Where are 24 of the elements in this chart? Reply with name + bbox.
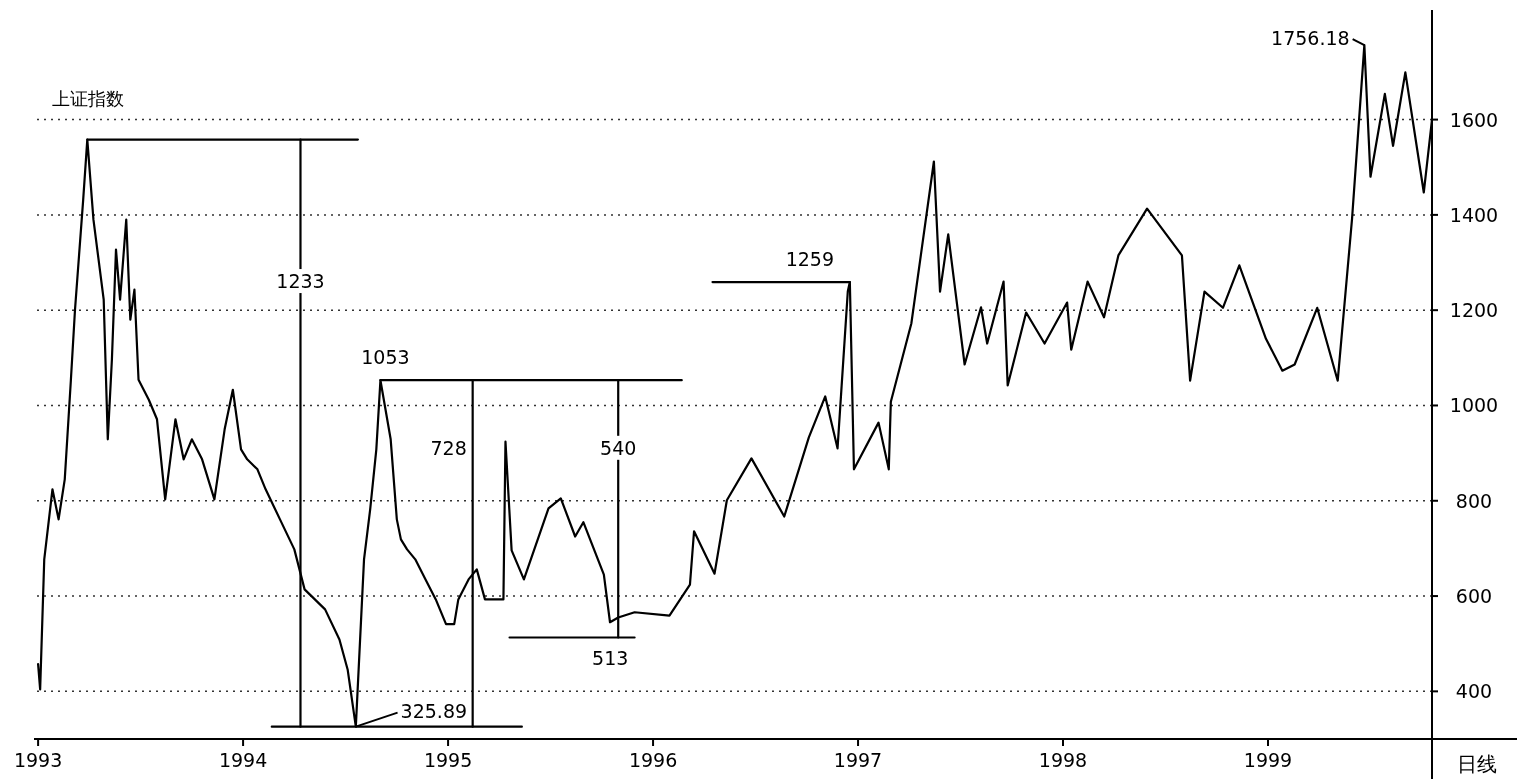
y-tick-label: 400: [1455, 680, 1493, 703]
y-tick-label: 1600: [1449, 108, 1499, 131]
text: 上证指数: [52, 88, 124, 109]
x-tick-label: 1994: [218, 749, 268, 771]
x-tick-label: 1999: [1243, 749, 1293, 771]
annotation: 1053: [361, 345, 410, 368]
y-tick-label: 1200: [1449, 299, 1499, 322]
annotation: 513: [592, 647, 629, 670]
x-tick-label: 1997: [833, 749, 883, 771]
x-tick-label: 1996: [628, 749, 678, 771]
text: 日线: [1457, 752, 1497, 776]
annotation: 325.89: [400, 700, 468, 723]
y-tick-label: 600: [1455, 585, 1493, 608]
x-tick-label: 1995: [423, 749, 473, 771]
annotation: 1233: [276, 270, 325, 293]
y-tick-label: 1000: [1449, 394, 1499, 417]
annotation: 1259: [785, 247, 835, 270]
y-tick-label: 800: [1455, 489, 1493, 512]
annotation: 728: [430, 436, 467, 459]
x-tick-label: 1993: [13, 749, 63, 771]
annotation: 1756.18: [1271, 26, 1350, 49]
annotation: 540: [600, 436, 637, 459]
x-tick-label: 1998: [1038, 749, 1088, 771]
y-tick-label: 1400: [1449, 203, 1499, 226]
